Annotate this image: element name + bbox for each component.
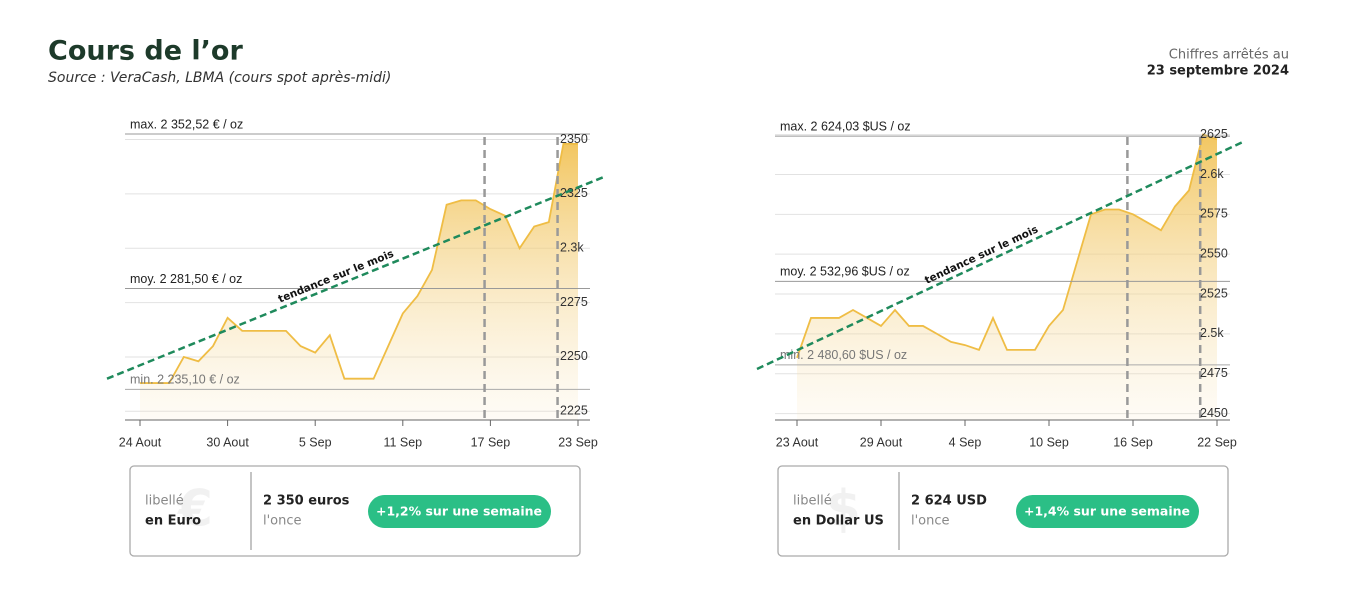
date: 23 septembre 2024 <box>1147 64 1289 79</box>
y-tick-label: 2250 <box>560 349 588 363</box>
ref-label: min. 2 480,60 $US / oz <box>780 348 907 362</box>
y-tick-label: 2.5k <box>1200 326 1224 340</box>
trend-line <box>756 139 1246 371</box>
area <box>140 143 578 420</box>
x-tick-label: 16 Sep <box>1113 435 1153 449</box>
ref-label: moy. 2 281,50 € / oz <box>130 272 242 286</box>
y-tick-label: 2.3k <box>560 241 584 255</box>
x-tick-label: 4 Sep <box>949 435 982 449</box>
trend-label: tendance sur le mois <box>277 248 396 306</box>
info-box <box>129 465 581 557</box>
box-price: 2 350 euros <box>263 494 350 509</box>
change-badge <box>1016 495 1199 528</box>
ref-label: max. 2 352,52 € / oz <box>130 117 243 131</box>
ref-label: min. 2 235,10 € / oz <box>130 373 240 387</box>
price-line <box>140 142 578 384</box>
x-tick-label: 23 Aout <box>776 435 819 449</box>
x-tick-label: 29 Aout <box>860 435 903 449</box>
x-tick-label: 23 Sep <box>558 435 598 449</box>
currency-symbol: $ <box>826 480 861 538</box>
change-label: +1,4% sur une semaine <box>1024 504 1190 519</box>
y-tick-label: 2275 <box>560 295 588 309</box>
x-tick-label: 30 Aout <box>206 435 249 449</box>
x-tick-label: 24 Aout <box>119 435 162 449</box>
box-unit: l'once <box>263 514 302 529</box>
y-tick-label: 2575 <box>1200 207 1228 221</box>
x-tick-label: 22 Sep <box>1197 435 1237 449</box>
ref-label: max. 2 624,03 $US / oz <box>780 119 911 133</box>
box-currency: en Euro <box>145 514 201 529</box>
info-box <box>777 465 1229 557</box>
change-badge <box>368 495 551 528</box>
y-tick-label: 2225 <box>560 404 588 418</box>
y-tick-label: 2.6k <box>1200 167 1224 181</box>
note: Chiffres arrêtés au <box>1169 48 1289 63</box>
trend-line <box>106 175 606 380</box>
box-unit: l'once <box>911 514 950 529</box>
y-tick-label: 2525 <box>1200 286 1228 300</box>
area <box>797 134 1217 420</box>
box-price: 2 624 USD <box>911 494 987 509</box>
y-tick-label: 2550 <box>1200 246 1228 260</box>
x-tick-label: 5 Sep <box>299 435 332 449</box>
change-label: +1,2% sur une semaine <box>376 504 542 519</box>
box-kind: libellé <box>793 494 832 509</box>
y-tick-label: 2350 <box>560 132 588 146</box>
trend-label: tendance sur le mois <box>923 223 1040 286</box>
x-tick-label: 11 Sep <box>383 435 422 449</box>
y-tick-label: 2450 <box>1200 406 1228 420</box>
box-kind: libellé <box>145 494 184 509</box>
currency-symbol: € <box>177 480 213 538</box>
x-tick-label: 10 Sep <box>1029 435 1069 449</box>
title: Cours de l’or <box>48 36 243 67</box>
x-tick-label: 17 Sep <box>471 435 511 449</box>
y-tick-label: 2625 <box>1200 127 1228 141</box>
box-currency: en Dollar US <box>793 514 884 529</box>
subtitle: Source : VeraCash, LBMA (cours spot aprè… <box>48 70 391 86</box>
y-tick-label: 2325 <box>560 186 588 200</box>
y-tick-label: 2475 <box>1200 366 1228 380</box>
ref-label: moy. 2 532,96 $US / oz <box>780 265 910 279</box>
